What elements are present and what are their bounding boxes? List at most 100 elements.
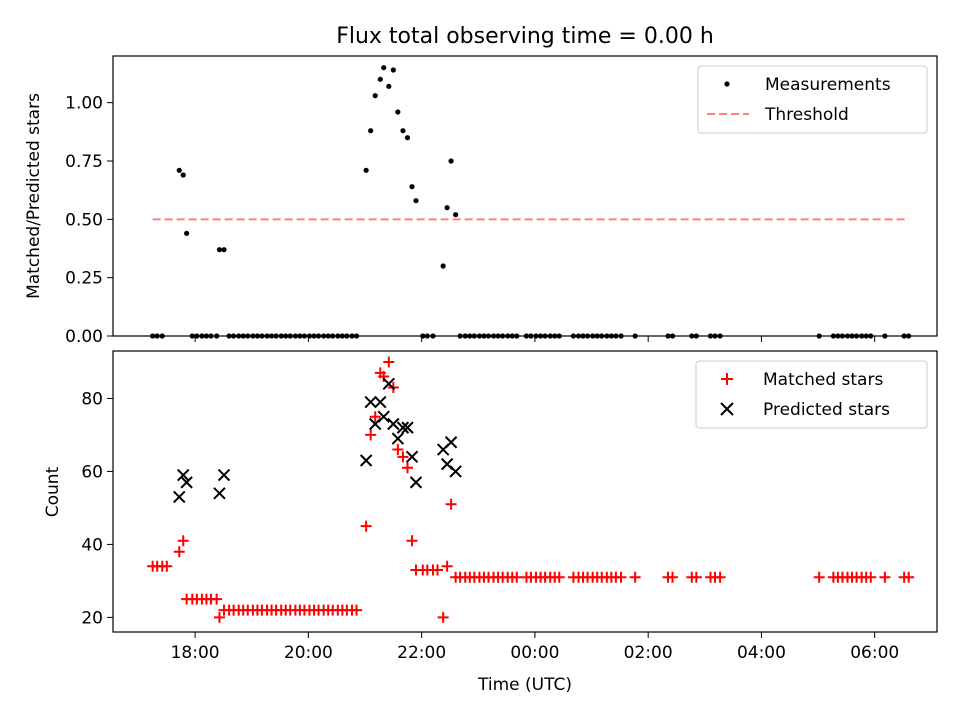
measurement-point [420,333,426,339]
measurement-point [404,135,411,141]
measurement-point [400,128,406,134]
bottom-x-tick-label: 00:00 [510,643,559,663]
measurement-point [368,128,374,134]
measurement-point [882,333,888,339]
measurement-point [386,83,392,89]
measurement-point [180,172,186,178]
measurement-point [844,333,851,339]
measurement-point [448,158,454,164]
measurement-point [467,333,473,339]
measurement-point [339,333,345,339]
measurement-point [575,333,582,339]
bottom-y-tick-label: 40 [81,535,103,555]
measurement-point [495,333,501,339]
measurements-series [150,65,912,339]
measurement-point [413,198,419,204]
legend-measurements-label: Measurements [765,75,891,95]
measurement-point [150,333,156,339]
measurement-point [344,333,350,339]
measurement-point [693,333,699,339]
predicted-star-point [173,490,186,504]
measurement-point [514,333,520,339]
top-legend-box [697,65,928,134]
predicted-star-point [409,476,423,489]
measurement-point [381,65,387,71]
matched-star-point [553,571,565,583]
measurement-point [604,333,610,339]
predicted-star-point [401,421,414,434]
measurement-point [287,333,293,339]
measurement-point [542,333,548,339]
measurement-point [216,247,223,253]
measurement-point [599,333,605,339]
measurement-point [395,109,401,115]
top-y-tick-label: 0.75 [65,152,103,172]
measurement-point [608,333,614,339]
top-y-tick-label: 1.00 [65,94,103,114]
matched-star-point [879,571,891,583]
measurement-point [901,333,907,339]
predicted-star-point [213,487,226,500]
measurement-point [335,333,341,339]
predicted-star-point [444,436,458,449]
measurement-point [590,333,596,339]
measurement-point [430,333,436,339]
measurement-point [462,333,468,339]
measurement-point [453,212,459,218]
measurement-point [618,333,624,339]
predicted-star-point [364,395,377,409]
measurement-point [669,333,676,339]
x-axis-label: Time (UTC) [477,675,572,695]
measurement-point [580,333,586,339]
measurement-point [906,333,912,339]
matched-star-point [432,564,444,576]
bottom-x-tick-label: 22:00 [397,643,446,663]
measurement-point [208,333,214,339]
measurement-point [632,333,638,339]
predicted-star-point [359,454,373,467]
measurement-point [325,333,331,339]
legend-measurements-marker [724,81,730,87]
measurement-point [424,333,430,339]
measurement-point [349,333,355,339]
measurement-point [221,247,227,253]
measurement-point [547,333,553,339]
measurement-point [471,333,477,339]
matched-star-point [714,571,726,583]
measurement-point [273,333,279,339]
measurement-point [570,333,577,339]
bottom-legend-box [695,360,928,429]
measurement-point [330,333,336,339]
bottom-x-tick-label: 20:00 [284,643,333,663]
measurement-point [509,333,515,339]
measurement-point [184,230,190,236]
bottom-x-tick-label: 18:00 [171,643,220,663]
measurement-point [278,333,284,339]
measurement-point [830,333,836,339]
measurement-point [306,333,313,339]
measurement-point [533,333,539,339]
matched-star-point [441,560,453,572]
matched-star-point [865,571,877,583]
predicted-star-point [396,421,410,434]
matched-star-point [445,498,457,510]
measurement-point [268,333,275,339]
measurement-point [440,263,446,269]
legend-predicted-label: Predicted stars [763,400,890,420]
matched-star-point [365,429,377,441]
measurement-point [523,333,530,339]
measurement-point [839,333,846,339]
matched-star-point [360,520,372,532]
matched-star-point [383,356,395,368]
predicted-star-point [382,377,396,391]
measurement-point [377,76,383,82]
measurement-point [390,67,396,73]
top-y-tick-label: 0.25 [65,269,103,289]
predicted-star-point [180,476,193,489]
matched-star-point [511,571,523,583]
measurement-point [236,333,242,339]
chart-title: Flux total observing time = 0.00 h [336,24,714,49]
matched-star-point [397,451,409,463]
bottom-x-ticks: 18:00 20:00 22:00 00:00 02:00 04:00 06:00 [171,632,899,663]
legend-predicted-marker [720,402,734,416]
